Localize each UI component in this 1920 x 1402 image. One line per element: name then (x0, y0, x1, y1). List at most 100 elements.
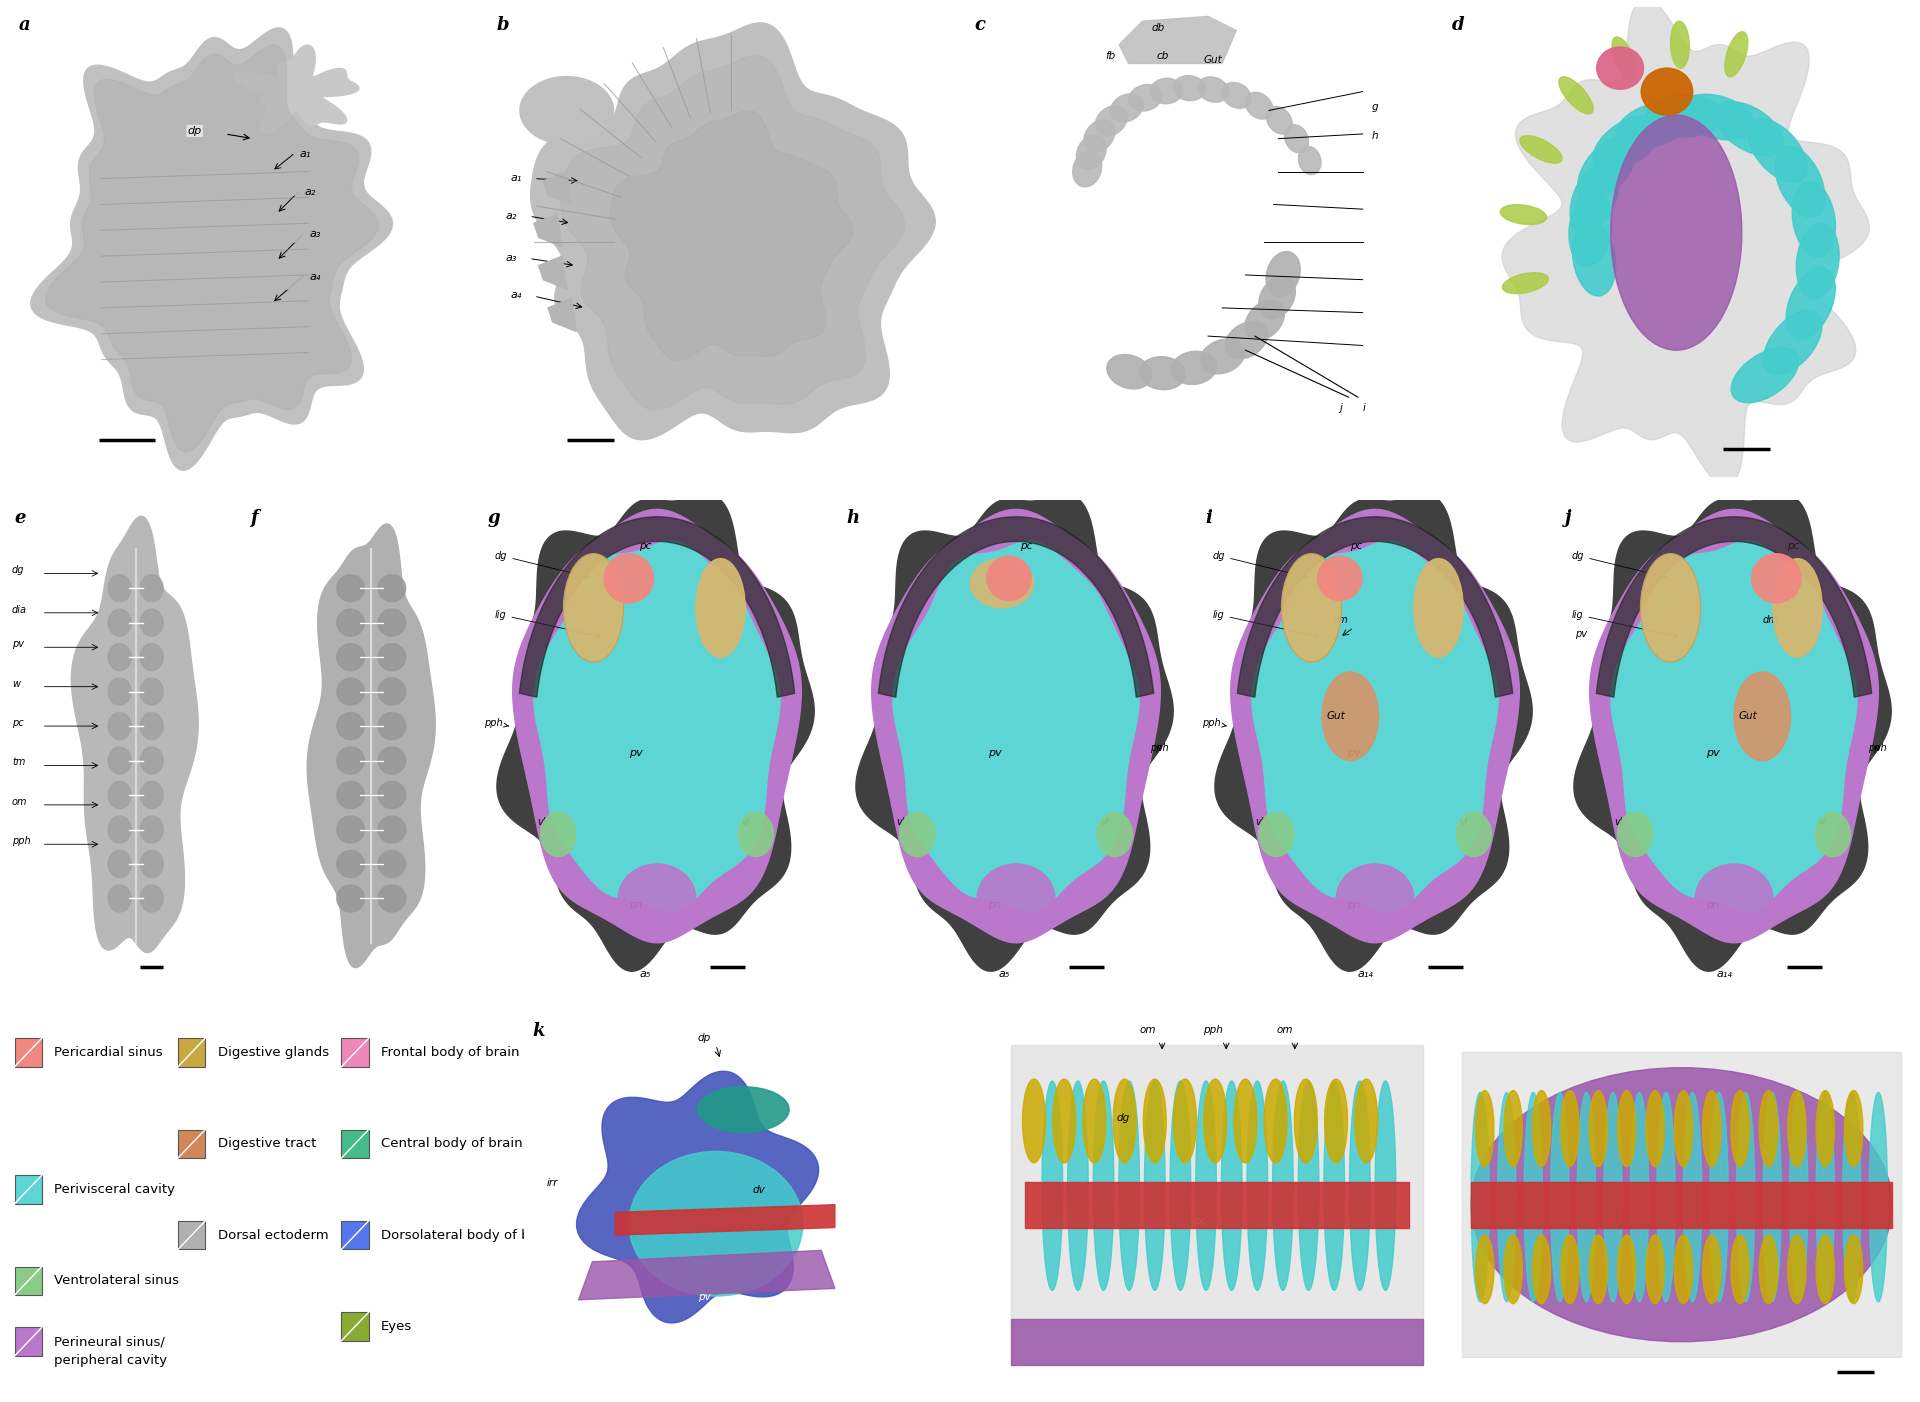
Text: a₂: a₂ (505, 210, 516, 220)
Ellipse shape (1198, 77, 1229, 102)
Ellipse shape (1317, 557, 1361, 600)
Ellipse shape (1613, 36, 1636, 81)
Ellipse shape (378, 608, 405, 637)
Ellipse shape (1225, 321, 1267, 359)
Polygon shape (540, 257, 566, 289)
Text: om: om (1277, 1025, 1292, 1036)
Text: a₁₄: a₁₄ (1716, 969, 1732, 979)
Text: k: k (534, 1022, 545, 1040)
Text: dia: dia (12, 604, 27, 615)
Text: dm: dm (1332, 614, 1348, 625)
Ellipse shape (1617, 1235, 1636, 1304)
Ellipse shape (378, 679, 405, 705)
Text: w: w (12, 679, 19, 688)
Text: a₂: a₂ (305, 186, 317, 198)
Polygon shape (1215, 495, 1532, 972)
Ellipse shape (1068, 1081, 1089, 1290)
Ellipse shape (1294, 1080, 1317, 1162)
Ellipse shape (1670, 21, 1690, 69)
Text: f: f (250, 509, 257, 527)
Ellipse shape (1797, 223, 1839, 299)
Ellipse shape (1559, 77, 1594, 114)
Ellipse shape (1590, 1235, 1607, 1304)
Ellipse shape (1751, 554, 1801, 603)
Ellipse shape (108, 781, 131, 809)
Polygon shape (1236, 517, 1513, 697)
Text: a₃: a₃ (309, 230, 321, 240)
Text: Gut: Gut (1740, 711, 1757, 721)
Ellipse shape (1173, 1080, 1196, 1162)
Text: a₃: a₃ (505, 252, 516, 264)
Text: g: g (488, 509, 501, 527)
Text: vl: vl (1256, 816, 1263, 827)
Ellipse shape (140, 679, 163, 705)
Ellipse shape (1657, 1092, 1674, 1301)
Text: Eyes: Eyes (380, 1321, 413, 1333)
Bar (342, 1221, 369, 1249)
Polygon shape (1025, 1182, 1409, 1228)
Ellipse shape (1524, 1092, 1542, 1301)
Ellipse shape (1845, 1091, 1862, 1166)
Ellipse shape (1763, 1092, 1782, 1301)
Ellipse shape (336, 851, 365, 878)
Polygon shape (1574, 495, 1891, 972)
Polygon shape (879, 517, 1154, 697)
Bar (15, 1175, 42, 1204)
Polygon shape (1596, 517, 1872, 697)
Ellipse shape (1576, 1092, 1596, 1301)
Text: dg: dg (1213, 551, 1308, 579)
Ellipse shape (1532, 1235, 1551, 1304)
Ellipse shape (1774, 146, 1824, 217)
Ellipse shape (1736, 1092, 1755, 1301)
Ellipse shape (140, 816, 163, 843)
Polygon shape (614, 1204, 835, 1235)
Polygon shape (1012, 1319, 1423, 1364)
Ellipse shape (1816, 1091, 1834, 1166)
Ellipse shape (1043, 1081, 1062, 1290)
Polygon shape (547, 299, 576, 331)
Text: pph: pph (484, 718, 509, 728)
Text: vl: vl (897, 816, 904, 827)
Polygon shape (1012, 1044, 1423, 1364)
Ellipse shape (336, 712, 365, 740)
Text: tm: tm (12, 757, 25, 767)
Ellipse shape (1617, 1091, 1636, 1166)
Ellipse shape (1645, 1091, 1665, 1166)
Text: Central body of brain: Central body of brain (380, 1137, 522, 1150)
Ellipse shape (378, 712, 405, 740)
Ellipse shape (1476, 1091, 1494, 1166)
Ellipse shape (1073, 151, 1102, 186)
Text: j: j (1340, 404, 1342, 414)
Text: Dorsal ectoderm: Dorsal ectoderm (217, 1228, 328, 1242)
Polygon shape (497, 495, 814, 972)
Ellipse shape (1260, 812, 1294, 857)
Text: j: j (1565, 509, 1571, 527)
Ellipse shape (1597, 48, 1644, 90)
Ellipse shape (1144, 1081, 1165, 1290)
Polygon shape (46, 45, 378, 451)
Ellipse shape (605, 554, 653, 603)
Ellipse shape (1114, 1080, 1137, 1162)
Polygon shape (1119, 17, 1236, 63)
Polygon shape (1471, 1182, 1891, 1228)
Ellipse shape (1085, 119, 1116, 151)
Text: om: om (12, 796, 27, 808)
Text: db: db (1152, 22, 1165, 32)
Text: Frontal body of brain: Frontal body of brain (380, 1046, 520, 1059)
Polygon shape (1611, 541, 1857, 911)
Ellipse shape (1281, 554, 1342, 662)
Text: vl: vl (1818, 816, 1828, 827)
Ellipse shape (1561, 1235, 1578, 1304)
Ellipse shape (378, 644, 405, 670)
Ellipse shape (108, 644, 131, 670)
Ellipse shape (1569, 191, 1613, 266)
Text: Pericardial sinus: Pericardial sinus (54, 1046, 163, 1059)
Ellipse shape (336, 781, 365, 809)
Ellipse shape (1169, 1081, 1190, 1290)
Text: pv: pv (697, 1291, 710, 1302)
Ellipse shape (1703, 1235, 1720, 1304)
Ellipse shape (1695, 864, 1772, 932)
Ellipse shape (1732, 348, 1799, 402)
Polygon shape (576, 1071, 818, 1323)
Ellipse shape (1129, 84, 1162, 111)
